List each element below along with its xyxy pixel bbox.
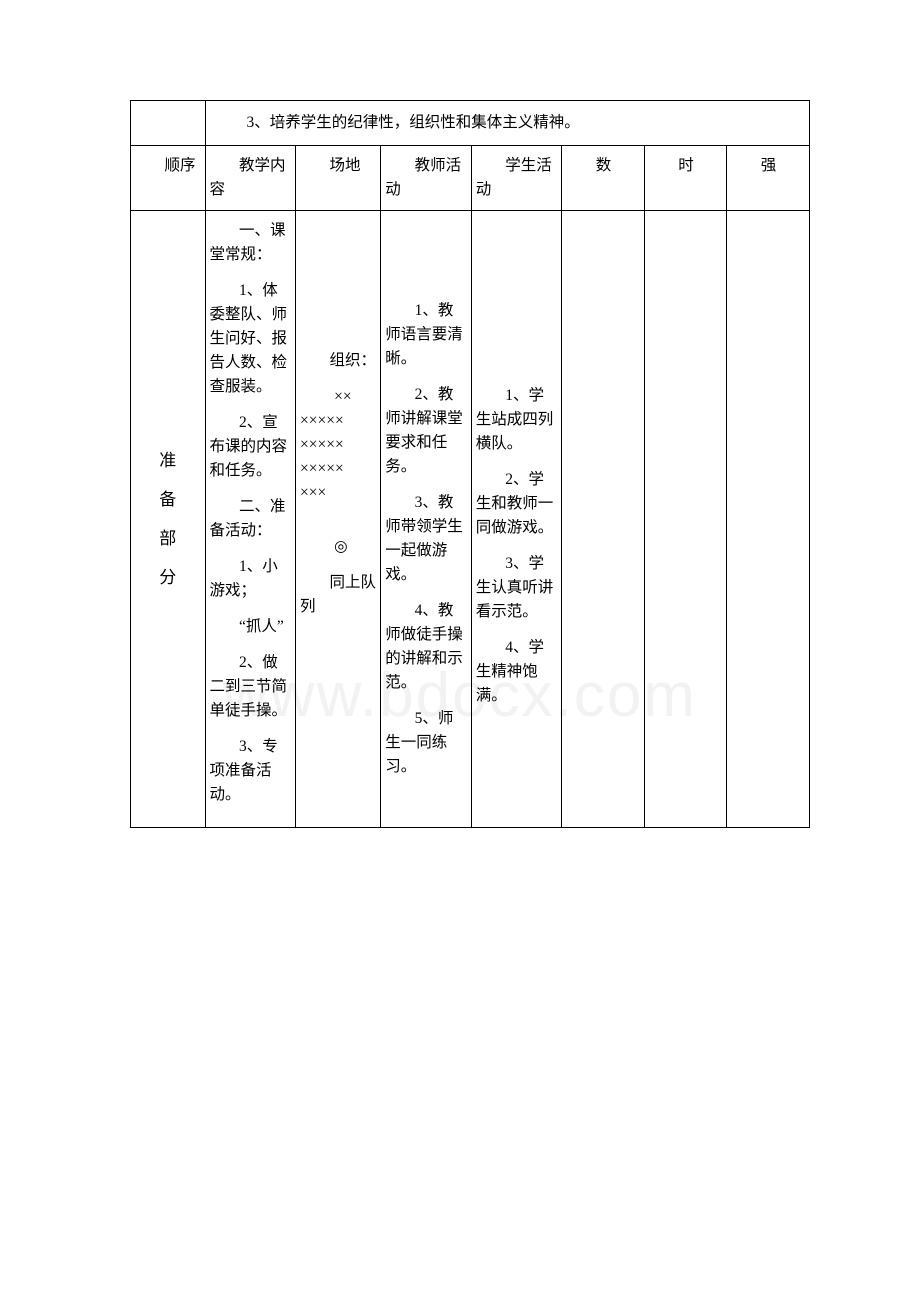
header-sequence: 顺序 xyxy=(131,146,206,211)
content-para: 一、课堂常规： xyxy=(210,219,292,267)
empty-cell xyxy=(131,101,206,146)
header-label: 时 xyxy=(649,154,723,178)
header-label: 数 xyxy=(566,154,640,178)
table-row: 顺序 教学内容 场地 教师活动 学生活动 数 时 强 xyxy=(131,146,810,211)
teacher-activity-cell: 1、教师语言要清晰。 2、教师讲解课堂要求和任务。 3、教师带领学生一起做游戏。… xyxy=(381,211,472,828)
header-intensity: 强 xyxy=(727,146,810,211)
objective-cell: 3、培养学生的纪律性，组织性和集体主义精神。 xyxy=(205,101,809,146)
venue-formation: ×× xyxy=(300,385,376,409)
content-para: 1、小游戏； xyxy=(210,555,292,603)
teacher-para: 3、教师带领学生一起做游戏。 xyxy=(385,491,467,587)
header-label: 教师活动 xyxy=(385,154,467,202)
teacher-para: 4、教师做徒手操的讲解和示范。 xyxy=(385,599,467,695)
content-para: 2、宣布课的内容和任务。 xyxy=(210,411,292,483)
header-student: 学生活动 xyxy=(471,146,562,211)
student-activity-cell: 1、学生站成四列横队。 2、学生和教师一同做游戏。 3、学生认真听讲看示范。 4… xyxy=(471,211,562,828)
header-label: 教学内容 xyxy=(210,154,292,202)
venue-formation: ××××× xyxy=(300,433,376,457)
table-row: 准备部分 一、课堂常规： 1、体委整队、师生问好、报告人数、检查服装。 2、宣布… xyxy=(131,211,810,828)
header-label: 学生活动 xyxy=(476,154,558,202)
venue-para: 组织： xyxy=(300,349,376,373)
student-para: 2、学生和教师一同做游戏。 xyxy=(476,468,558,540)
venue-formation: ××××× xyxy=(300,409,376,433)
venue-para: 同上队列 xyxy=(300,571,376,619)
student-para: 1、学生站成四列横队。 xyxy=(476,384,558,456)
header-label: 强 xyxy=(731,154,805,178)
header-time: 时 xyxy=(644,146,727,211)
header-venue: 场地 xyxy=(296,146,381,211)
lesson-plan-table: 3、培养学生的纪律性，组织性和集体主义精神。 顺序 教学内容 场地 教师活动 学… xyxy=(130,100,810,828)
teacher-para: 2、教师讲解课堂要求和任务。 xyxy=(385,383,467,479)
header-count: 数 xyxy=(562,146,645,211)
count-cell xyxy=(562,211,645,828)
venue-teacher-mark: ◎ xyxy=(300,535,376,559)
time-cell xyxy=(644,211,727,828)
content-para: 二、准备活动： xyxy=(210,495,292,543)
header-teacher: 教师活动 xyxy=(381,146,472,211)
student-para: 3、学生认真听讲看示范。 xyxy=(476,552,558,624)
student-para: 4、学生精神饱满。 xyxy=(476,636,558,708)
section-label-prep: 准备部分 xyxy=(131,211,206,828)
table-row: 3、培养学生的纪律性，组织性和集体主义精神。 xyxy=(131,101,810,146)
section-label-text: 准备部分 xyxy=(135,441,201,597)
venue-cell: 组织： ×× ××××× ××××× ××××× ××× ◎ 同上队列 xyxy=(296,211,381,828)
intensity-cell xyxy=(727,211,810,828)
header-label: 顺序 xyxy=(135,154,201,178)
teacher-para: 1、教师语言要清晰。 xyxy=(385,299,467,371)
teacher-para: 5、师生一同练习。 xyxy=(385,707,467,779)
header-content: 教学内容 xyxy=(205,146,296,211)
content-para: 2、做二到三节简单徒手操。 xyxy=(210,651,292,723)
header-label: 场地 xyxy=(300,154,376,178)
venue-formation: ××××× xyxy=(300,457,376,481)
venue-formation: ××× xyxy=(300,481,376,505)
content-para: 3、专项准备活动。 xyxy=(210,735,292,807)
teaching-content-cell: 一、课堂常规： 1、体委整队、师生问好、报告人数、检查服装。 2、宣布课的内容和… xyxy=(205,211,296,828)
content-para: “抓人” xyxy=(210,615,292,639)
content-para: 1、体委整队、师生问好、报告人数、检查服装。 xyxy=(210,279,292,399)
objective-text: 3、培养学生的纪律性，组织性和集体主义精神。 xyxy=(212,111,803,135)
